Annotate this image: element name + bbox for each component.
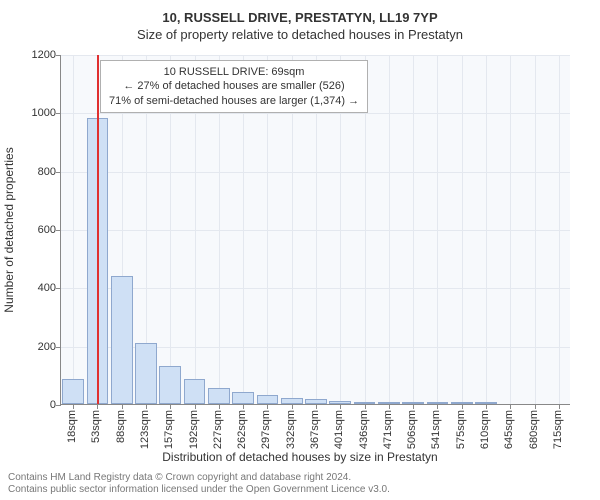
ytick-mark [56, 113, 61, 114]
histogram-bar [184, 379, 206, 404]
xtick-mark [340, 404, 341, 409]
gridline-vertical [535, 55, 536, 404]
footer-line-2: Contains public sector information licen… [8, 484, 390, 496]
gridline-vertical [559, 55, 560, 404]
xtick-mark [219, 404, 220, 409]
xtick-label: 332sqm [285, 410, 297, 449]
histogram-bar [62, 379, 84, 404]
histogram-bar [329, 401, 351, 405]
histogram-bar [427, 402, 449, 404]
xtick-label: 401sqm [333, 410, 345, 449]
chart-title-main: 10, RUSSELL DRIVE, PRESTATYN, LL19 7YP [0, 0, 600, 25]
xtick-mark [510, 404, 511, 409]
xtick-mark [486, 404, 487, 409]
histogram-bar [208, 388, 230, 404]
xtick-mark [243, 404, 244, 409]
gridline-vertical [510, 55, 511, 404]
xtick-label: 53sqm [90, 410, 102, 443]
gridline-vertical [462, 55, 463, 404]
xtick-label: 575sqm [455, 410, 467, 449]
xtick-label: 506sqm [406, 410, 418, 449]
xtick-mark [365, 404, 366, 409]
x-axis-label: Distribution of detached houses by size … [0, 450, 600, 464]
histogram-bar [354, 402, 376, 404]
xtick-label: 715sqm [552, 410, 564, 449]
xtick-mark [292, 404, 293, 409]
annotation-line-2: ← 27% of detached houses are smaller (52… [109, 79, 359, 93]
histogram-bar [159, 366, 181, 404]
histogram-bar [378, 402, 400, 404]
chart-title-sub: Size of property relative to detached ho… [0, 25, 600, 42]
annotation-box: 10 RUSSELL DRIVE: 69sqm ← 27% of detache… [100, 60, 368, 113]
ytick-label: 1200 [16, 49, 56, 61]
xtick-mark [413, 404, 414, 409]
xtick-label: 157sqm [163, 410, 175, 449]
footer-line-1: Contains HM Land Registry data © Crown c… [8, 472, 390, 484]
ytick-mark [56, 347, 61, 348]
xtick-label: 471sqm [382, 410, 394, 449]
histogram-bar [451, 402, 473, 404]
histogram-bar [257, 395, 279, 404]
ytick-mark [56, 288, 61, 289]
histogram-bar [305, 399, 327, 404]
xtick-mark [73, 404, 74, 409]
ytick-label: 0 [16, 399, 56, 411]
gridline-vertical [413, 55, 414, 404]
xtick-mark [97, 404, 98, 409]
gridline-vertical [73, 55, 74, 404]
histogram-bar [111, 276, 133, 404]
gridline-vertical [437, 55, 438, 404]
histogram-bar [232, 392, 254, 404]
xtick-mark [195, 404, 196, 409]
xtick-mark [535, 404, 536, 409]
y-axis-label: Number of detached properties [2, 147, 16, 312]
xtick-mark [462, 404, 463, 409]
ytick-mark [56, 230, 61, 231]
xtick-mark [146, 404, 147, 409]
xtick-label: 610sqm [479, 410, 491, 449]
xtick-mark [316, 404, 317, 409]
xtick-label: 297sqm [260, 410, 272, 449]
xtick-label: 192sqm [188, 410, 200, 449]
histogram-bar [135, 343, 157, 404]
xtick-label: 680sqm [528, 410, 540, 449]
ytick-label: 1000 [16, 107, 56, 119]
histogram-bar [402, 402, 424, 404]
ytick-label: 800 [16, 166, 56, 178]
xtick-label: 367sqm [309, 410, 321, 449]
xtick-mark [170, 404, 171, 409]
xtick-mark [437, 404, 438, 409]
xtick-mark [267, 404, 268, 409]
histogram-bar [475, 402, 497, 404]
xtick-label: 18sqm [66, 410, 78, 443]
annotation-line-1: 10 RUSSELL DRIVE: 69sqm [109, 65, 359, 79]
gridline-vertical [389, 55, 390, 404]
ytick-label: 600 [16, 224, 56, 236]
xtick-mark [559, 404, 560, 409]
xtick-mark [389, 404, 390, 409]
ytick-mark [56, 405, 61, 406]
histogram-bar [281, 398, 303, 404]
xtick-label: 88sqm [115, 410, 127, 443]
footer-attribution: Contains HM Land Registry data © Crown c… [8, 472, 390, 496]
xtick-label: 123sqm [139, 410, 151, 449]
xtick-label: 541sqm [430, 410, 442, 449]
ytick-label: 400 [16, 282, 56, 294]
xtick-label: 262sqm [236, 410, 248, 449]
gridline-vertical [486, 55, 487, 404]
annotation-line-3: 71% of semi-detached houses are larger (… [109, 94, 359, 108]
xtick-label: 227sqm [212, 410, 224, 449]
ytick-mark [56, 55, 61, 56]
ytick-label: 200 [16, 341, 56, 353]
ytick-mark [56, 172, 61, 173]
xtick-mark [122, 404, 123, 409]
xtick-label: 645sqm [503, 410, 515, 449]
xtick-label: 436sqm [358, 410, 370, 449]
